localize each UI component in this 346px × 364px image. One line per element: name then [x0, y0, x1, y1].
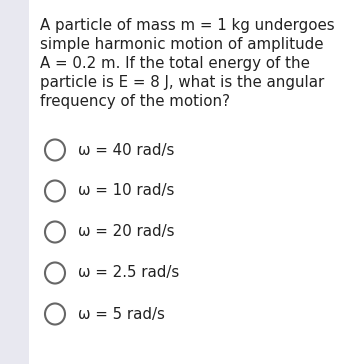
Circle shape	[45, 221, 65, 242]
Text: frequency of the motion?: frequency of the motion?	[40, 94, 230, 109]
Text: ω = 5 rad/s: ω = 5 rad/s	[78, 306, 165, 321]
Circle shape	[45, 139, 65, 161]
Circle shape	[45, 181, 65, 202]
Text: simple harmonic motion of amplitude: simple harmonic motion of amplitude	[40, 37, 324, 52]
Text: A = 0.2 m. If the total energy of the: A = 0.2 m. If the total energy of the	[40, 56, 310, 71]
Circle shape	[45, 304, 65, 325]
Circle shape	[45, 262, 65, 284]
Text: A particle of mass m = 1 kg undergoes: A particle of mass m = 1 kg undergoes	[40, 18, 335, 33]
Text: ω = 20 rad/s: ω = 20 rad/s	[78, 225, 174, 240]
Text: ω = 40 rad/s: ω = 40 rad/s	[78, 142, 174, 158]
Text: ω = 2.5 rad/s: ω = 2.5 rad/s	[78, 265, 179, 281]
Text: ω = 10 rad/s: ω = 10 rad/s	[78, 183, 174, 198]
Text: particle is E = 8 J, what is the angular: particle is E = 8 J, what is the angular	[40, 75, 324, 90]
